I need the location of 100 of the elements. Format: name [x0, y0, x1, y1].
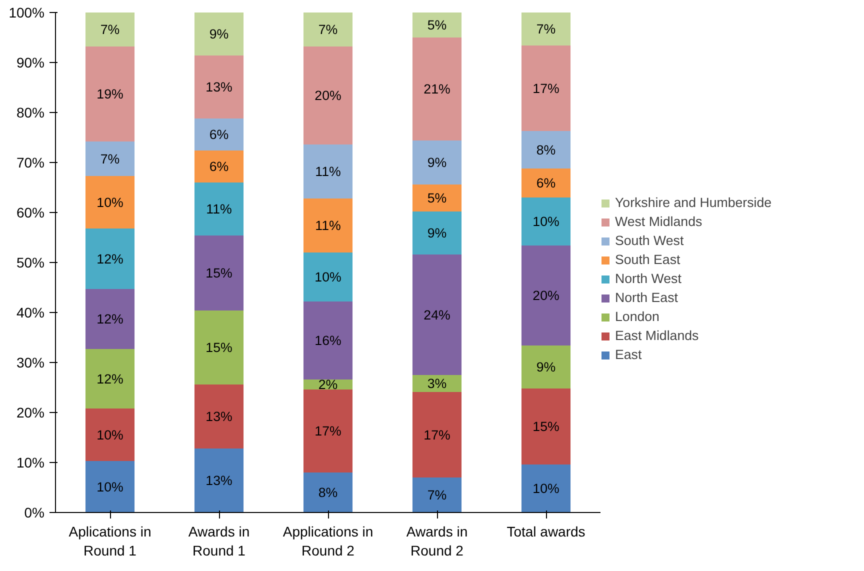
- data-label: 19%: [96, 86, 124, 102]
- x-tick-label: Applications in Round 2: [282, 524, 374, 559]
- data-label: 21%: [424, 82, 450, 96]
- data-label: 2%: [318, 377, 338, 392]
- y-tick-label: 50%: [16, 254, 45, 270]
- data-label: 10%: [96, 194, 124, 210]
- bar: [412, 254, 462, 375]
- data-label: 7%: [100, 22, 120, 37]
- data-label: 15%: [206, 340, 232, 355]
- bar: [194, 384, 244, 448]
- legend-label: East: [615, 347, 642, 362]
- data-label: 17%: [314, 424, 342, 438]
- bar: [412, 184, 462, 212]
- y-tick-label: 0%: [24, 504, 44, 520]
- data-label: 8%: [318, 485, 338, 500]
- bar: [194, 448, 244, 512]
- legend-label: Yorkshire and Humberside: [615, 195, 772, 210]
- bar: [521, 168, 571, 198]
- data-label: 20%: [314, 88, 342, 103]
- data-label: 10%: [314, 270, 342, 284]
- bar: [303, 302, 353, 380]
- data-label: 10%: [96, 479, 124, 494]
- data-label: 15%: [532, 419, 560, 434]
- bar: [303, 472, 353, 512]
- y-tick-label: 60%: [16, 204, 45, 220]
- bar: [85, 12, 135, 46]
- data-label: 6%: [209, 159, 229, 174]
- data-label: 6%: [536, 176, 556, 190]
- bar: [85, 46, 135, 142]
- data-label: 7%: [318, 22, 338, 37]
- data-label: 13%: [206, 473, 232, 488]
- legend-label: London: [615, 309, 660, 324]
- x-tick-label: Awards in Round 1: [188, 524, 250, 559]
- data-label: 7%: [536, 22, 556, 36]
- data-label: 17%: [424, 427, 450, 442]
- legend-label: West Midlands: [615, 214, 702, 229]
- bar: [303, 12, 353, 46]
- data-label: 13%: [206, 409, 232, 424]
- data-label: 15%: [206, 266, 232, 280]
- data-label: 12%: [96, 251, 124, 266]
- legend-label: East Midlands: [615, 328, 699, 343]
- data-label: 12%: [96, 312, 124, 326]
- data-label: 11%: [206, 202, 232, 216]
- data-label: 3%: [427, 376, 447, 391]
- bar: [412, 478, 462, 512]
- x-tick-label: Aplications in Round 1: [68, 524, 152, 559]
- data-label: 12%: [96, 371, 124, 386]
- data-label: 7%: [427, 488, 447, 502]
- bar: [521, 246, 571, 346]
- data-label: 13%: [206, 80, 232, 94]
- bar: [521, 346, 571, 388]
- y-tick-label: 40%: [16, 304, 45, 320]
- y-tick-label: 70%: [16, 154, 45, 170]
- bar: [85, 461, 135, 512]
- legend-label: South East: [615, 252, 680, 267]
- bar: [85, 176, 135, 228]
- bar: [303, 252, 353, 302]
- y-tick-label: 30%: [16, 354, 45, 370]
- data-label: 6%: [209, 127, 229, 142]
- data-label: 9%: [427, 155, 447, 170]
- y-tick-label: 20%: [16, 404, 45, 420]
- data-label: 5%: [427, 18, 447, 32]
- y-tick-label: 100%: [8, 4, 45, 20]
- data-label: 8%: [536, 142, 556, 158]
- bar: [521, 12, 571, 46]
- bar: [194, 56, 244, 118]
- bar: [194, 236, 244, 310]
- data-label: 9%: [536, 360, 556, 374]
- bar: [412, 12, 462, 38]
- legend-label: South West: [615, 233, 684, 248]
- bar: [194, 310, 244, 384]
- data-label: 11%: [315, 218, 341, 233]
- data-label: 9%: [427, 226, 447, 240]
- bar: [521, 46, 571, 131]
- legend-label: North West: [615, 271, 682, 286]
- bar: [303, 390, 353, 472]
- y-tick-label: 90%: [16, 54, 45, 70]
- bar: [194, 150, 244, 182]
- bar: [521, 198, 571, 246]
- bar: [521, 388, 571, 464]
- bar: [85, 142, 135, 176]
- bar: [85, 228, 135, 289]
- bar: [194, 182, 244, 236]
- data-label: 10%: [96, 427, 124, 442]
- data-label: 16%: [314, 333, 342, 348]
- bar: [521, 464, 571, 512]
- data-label: 10%: [532, 481, 560, 496]
- bar: [412, 140, 462, 184]
- data-label: 20%: [532, 288, 560, 303]
- data-label: 24%: [424, 307, 450, 322]
- bar: [194, 12, 244, 56]
- legend-label: North East: [615, 290, 678, 305]
- y-tick-label: 10%: [16, 454, 45, 470]
- data-label: 9%: [209, 26, 229, 42]
- data-label: 11%: [315, 164, 341, 179]
- bar: [412, 392, 462, 478]
- bar: [303, 198, 353, 252]
- data-label: 7%: [100, 151, 120, 166]
- x-tick-label: Awards in Round 2: [406, 524, 468, 559]
- y-tick-label: 80%: [16, 104, 45, 120]
